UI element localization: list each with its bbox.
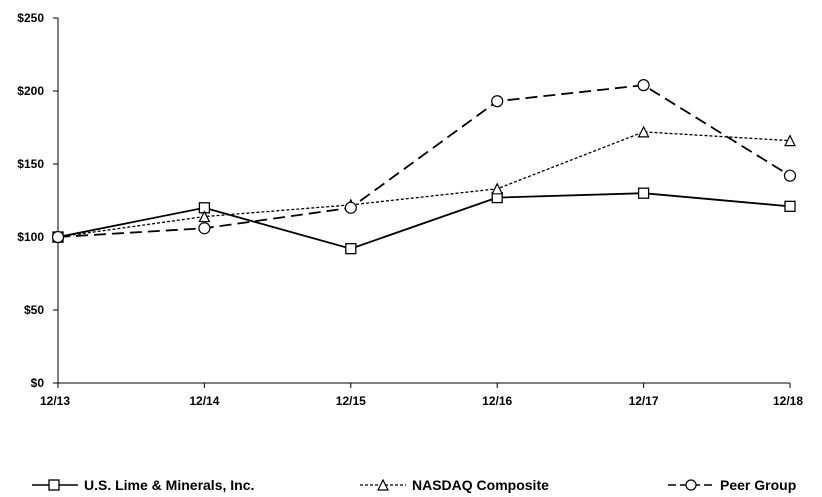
legend-item-peer-group: Peer Group <box>666 477 796 493</box>
series-line-triangle <box>57 131 791 238</box>
legend-label: NASDAQ Composite <box>412 477 549 493</box>
legend-item-nasdaq: NASDAQ Composite <box>358 477 549 493</box>
legend-swatch-triangle-dotted-icon <box>360 478 406 491</box>
series-line-circle <box>57 84 791 238</box>
x-tick-label: 12/15 <box>336 394 366 408</box>
chart-axes <box>53 17 791 388</box>
series-line-square <box>57 192 791 250</box>
data-point-square <box>637 187 650 199</box>
data-point-circle <box>491 95 504 108</box>
legend: U.S. Lime & Minerals, Inc. NASDAQ Compos… <box>0 477 822 497</box>
series-lines <box>57 84 791 250</box>
y-tick-label: $150 <box>17 157 44 171</box>
y-tick-label: $50 <box>24 303 44 317</box>
data-point-circle <box>344 201 357 214</box>
x-tick-label: 12/18 <box>773 394 803 408</box>
data-point-circle <box>783 169 797 182</box>
x-tick-label: 12/16 <box>482 394 512 408</box>
x-tick-label: 12/17 <box>629 394 659 408</box>
legend-item-us-lime: U.S. Lime & Minerals, Inc. <box>30 477 254 493</box>
y-tick-label: $100 <box>17 230 44 244</box>
data-point-triangle <box>637 125 650 138</box>
x-tick-label: 12/14 <box>189 394 219 408</box>
series-markers <box>51 79 797 255</box>
line-chart: $0 $50 $100 $150 $200 $250 12/13 12/14 12/15 12/1… <box>17 11 803 408</box>
tick-labels: $0 $50 $100 $150 $200 $250 12/13 12/14 12/15 12/1… <box>17 11 803 408</box>
y-tick-label: $200 <box>17 84 44 98</box>
data-point-circle <box>198 222 211 235</box>
data-point-square <box>345 243 357 255</box>
data-point-circle <box>51 230 65 244</box>
legend-label: U.S. Lime & Minerals, Inc. <box>84 477 255 493</box>
legend-label: Peer Group <box>720 477 797 493</box>
data-point-triangle <box>784 134 796 147</box>
y-tick-label: $0 <box>31 376 45 390</box>
x-tick-label: 12/13 <box>40 394 70 408</box>
data-point-square <box>784 200 796 212</box>
data-point-circle <box>637 79 650 92</box>
data-point-triangle <box>198 210 211 223</box>
legend-swatch-square-solid-icon <box>32 479 78 491</box>
y-tick-label: $250 <box>17 11 44 25</box>
data-point-triangle <box>491 182 504 195</box>
legend-swatch-circle-dashed-icon <box>668 479 714 491</box>
